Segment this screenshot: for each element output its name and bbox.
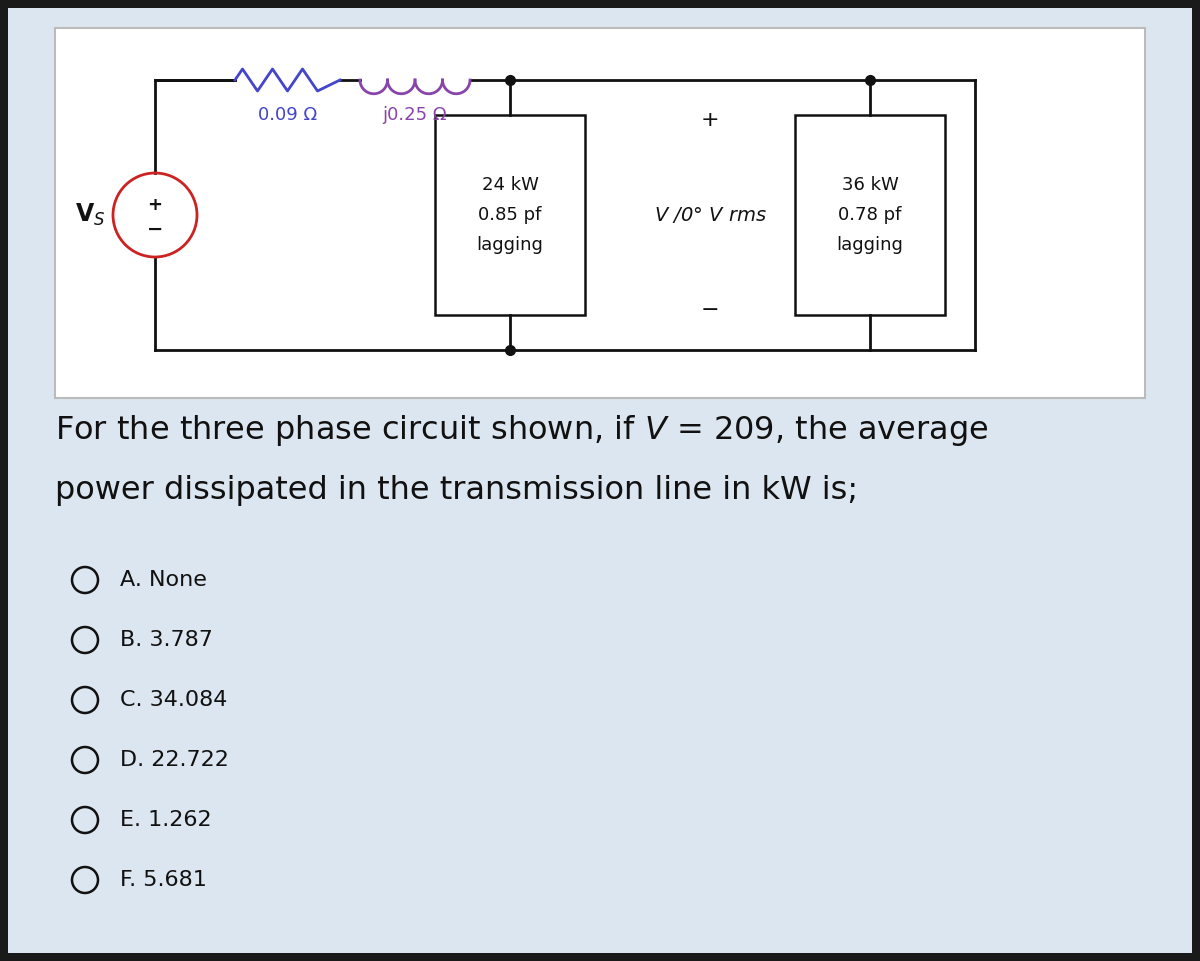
Text: $\mathbf{V}_S$: $\mathbf{V}_S$ — [74, 202, 106, 228]
Bar — [436, 115, 586, 315]
Text: +: + — [148, 196, 162, 214]
Text: lagging: lagging — [476, 236, 544, 254]
Text: −: − — [701, 300, 719, 320]
Text: A. None: A. None — [120, 570, 206, 590]
FancyBboxPatch shape — [8, 8, 1192, 953]
Text: C. 34.084: C. 34.084 — [120, 690, 227, 710]
Text: −: − — [146, 219, 163, 238]
Text: 24 kW: 24 kW — [481, 176, 539, 194]
Text: D. 22.722: D. 22.722 — [120, 750, 229, 770]
Text: power dissipated in the transmission line in kW is;: power dissipated in the transmission lin… — [55, 475, 858, 505]
Text: j0.25 Ω: j0.25 Ω — [383, 106, 448, 124]
Text: 0.85 pf: 0.85 pf — [479, 206, 541, 224]
Text: 36 kW: 36 kW — [841, 176, 899, 194]
Text: B. 3.787: B. 3.787 — [120, 630, 212, 650]
Text: F. 5.681: F. 5.681 — [120, 870, 206, 890]
Bar — [55, 28, 1145, 398]
Text: +: + — [701, 110, 719, 130]
Text: $V$ /0° V rms: $V$ /0° V rms — [654, 205, 767, 225]
Text: lagging: lagging — [836, 236, 904, 254]
Text: E. 1.262: E. 1.262 — [120, 810, 211, 830]
Text: For the three phase circuit shown, if $V$ = 209, the average: For the three phase circuit shown, if $V… — [55, 412, 989, 448]
Text: 0.78 pf: 0.78 pf — [839, 206, 901, 224]
Bar — [796, 115, 946, 315]
Text: 0.09 Ω: 0.09 Ω — [258, 106, 317, 124]
